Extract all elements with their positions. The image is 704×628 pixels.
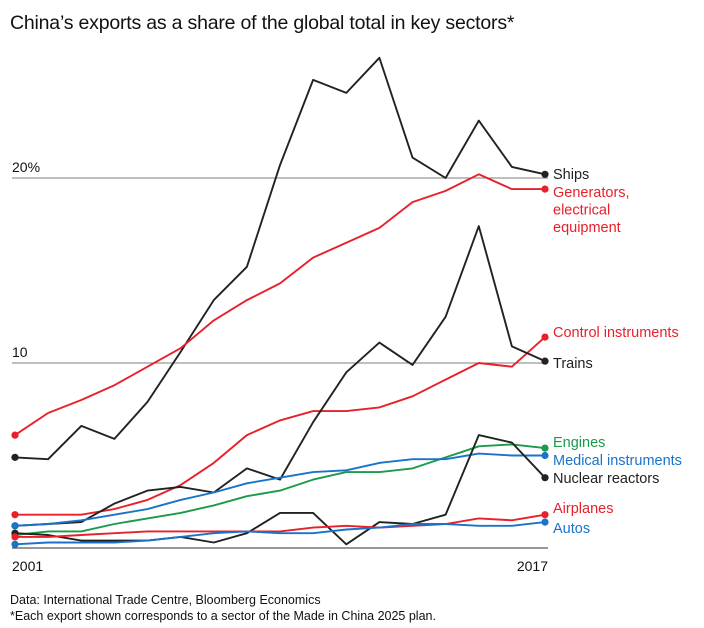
series-start-marker (11, 431, 19, 439)
series-label: electrical (553, 203, 610, 219)
chart-title: China’s exports as a share of the global… (10, 12, 515, 34)
series-line-0 (14, 56, 546, 461)
series-label: equipment (553, 220, 621, 236)
series-line-4 (14, 443, 546, 536)
series-label: Airplanes (553, 501, 613, 517)
x-tick-label: 2001 (12, 558, 43, 574)
series-end-marker (541, 170, 549, 178)
footnote-text: *Each export shown corresponds to a sect… (10, 609, 436, 623)
series-line-6 (14, 434, 546, 546)
series-line-5 (14, 452, 546, 527)
series-start-marker (11, 453, 19, 461)
series-line-8 (14, 521, 546, 546)
series-start-marker (11, 511, 19, 519)
series-label: Engines (553, 435, 605, 451)
series-end-marker (541, 474, 549, 482)
source-text: Data: International Trade Centre, Bloomb… (10, 593, 321, 607)
series-label: Generators, (553, 185, 630, 201)
y-tick-label: 10 (12, 344, 28, 360)
series-line-2 (14, 336, 546, 516)
series-end-marker (541, 518, 549, 526)
series-end-marker (541, 511, 549, 519)
series-lines (11, 56, 549, 548)
series-end-marker (541, 333, 549, 341)
series-line-1 (14, 173, 546, 437)
x-tick-label: 2017 (517, 558, 548, 574)
series-start-marker (11, 533, 19, 541)
series-start-marker (11, 522, 19, 530)
series-label: Control instruments (553, 325, 679, 341)
series-label: Autos (553, 521, 590, 537)
gridlines: 10 20% 2001 2017 (12, 159, 548, 574)
series-label: Trains (553, 356, 593, 372)
series-end-marker (541, 357, 549, 365)
chart-source: Data: International Trade Centre, Bloomb… (10, 592, 436, 624)
series-label: Nuclear reactors (553, 471, 659, 487)
series-line-7 (14, 513, 546, 538)
series-end-marker (541, 444, 549, 452)
series-line-3 (14, 225, 546, 527)
series-end-marker (541, 185, 549, 193)
y-tick-label: 20% (12, 159, 40, 175)
series-label: Ships (553, 167, 589, 183)
series-label: Medical instruments (553, 453, 682, 469)
series-end-marker (541, 451, 549, 460)
series-start-marker (11, 540, 19, 548)
